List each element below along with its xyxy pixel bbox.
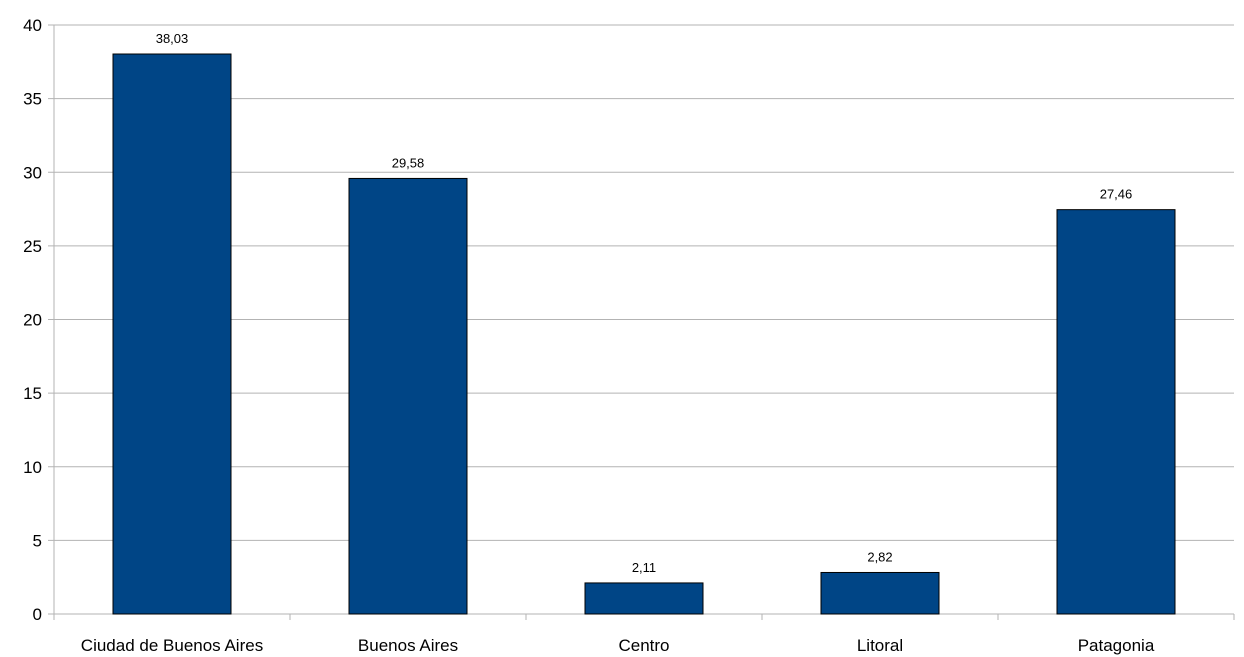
y-tick-label: 30 <box>23 163 42 182</box>
bar-1 <box>348 177 468 615</box>
y-tick-label: 40 <box>23 16 42 35</box>
bar-0 <box>112 53 232 615</box>
y-tick-label: 20 <box>23 311 42 330</box>
y-tick-label: 0 <box>33 605 42 624</box>
data-label: 38,03 <box>156 31 189 46</box>
data-label: 2,11 <box>632 560 656 575</box>
y-tick-label: 5 <box>33 531 42 550</box>
x-tick-label: Centro <box>618 636 669 655</box>
x-tick-label: Patagonia <box>1078 636 1155 655</box>
y-tick-label: 35 <box>23 90 42 109</box>
x-tick-label: Litoral <box>857 636 903 655</box>
data-label: 2,82 <box>867 549 892 564</box>
bar-3 <box>820 571 940 615</box>
data-label: 29,58 <box>392 155 425 170</box>
y-tick-label: 25 <box>23 237 42 256</box>
x-tick-label: Buenos Aires <box>358 636 458 655</box>
bars <box>112 53 1176 615</box>
bar-4 <box>1056 209 1176 615</box>
grid-lines <box>54 24 1234 541</box>
labels: 0 5 10 15 20 25 30 35 40 38,03 Ciudad de Buenos Ai… <box>23 16 1155 655</box>
data-label: 27,46 <box>1100 187 1133 202</box>
y-tick-label: 10 <box>23 458 42 477</box>
x-tick-label: Ciudad de Buenos Aires <box>81 636 263 655</box>
y-tick-label: 15 <box>23 384 42 403</box>
bar-2 <box>584 582 704 615</box>
